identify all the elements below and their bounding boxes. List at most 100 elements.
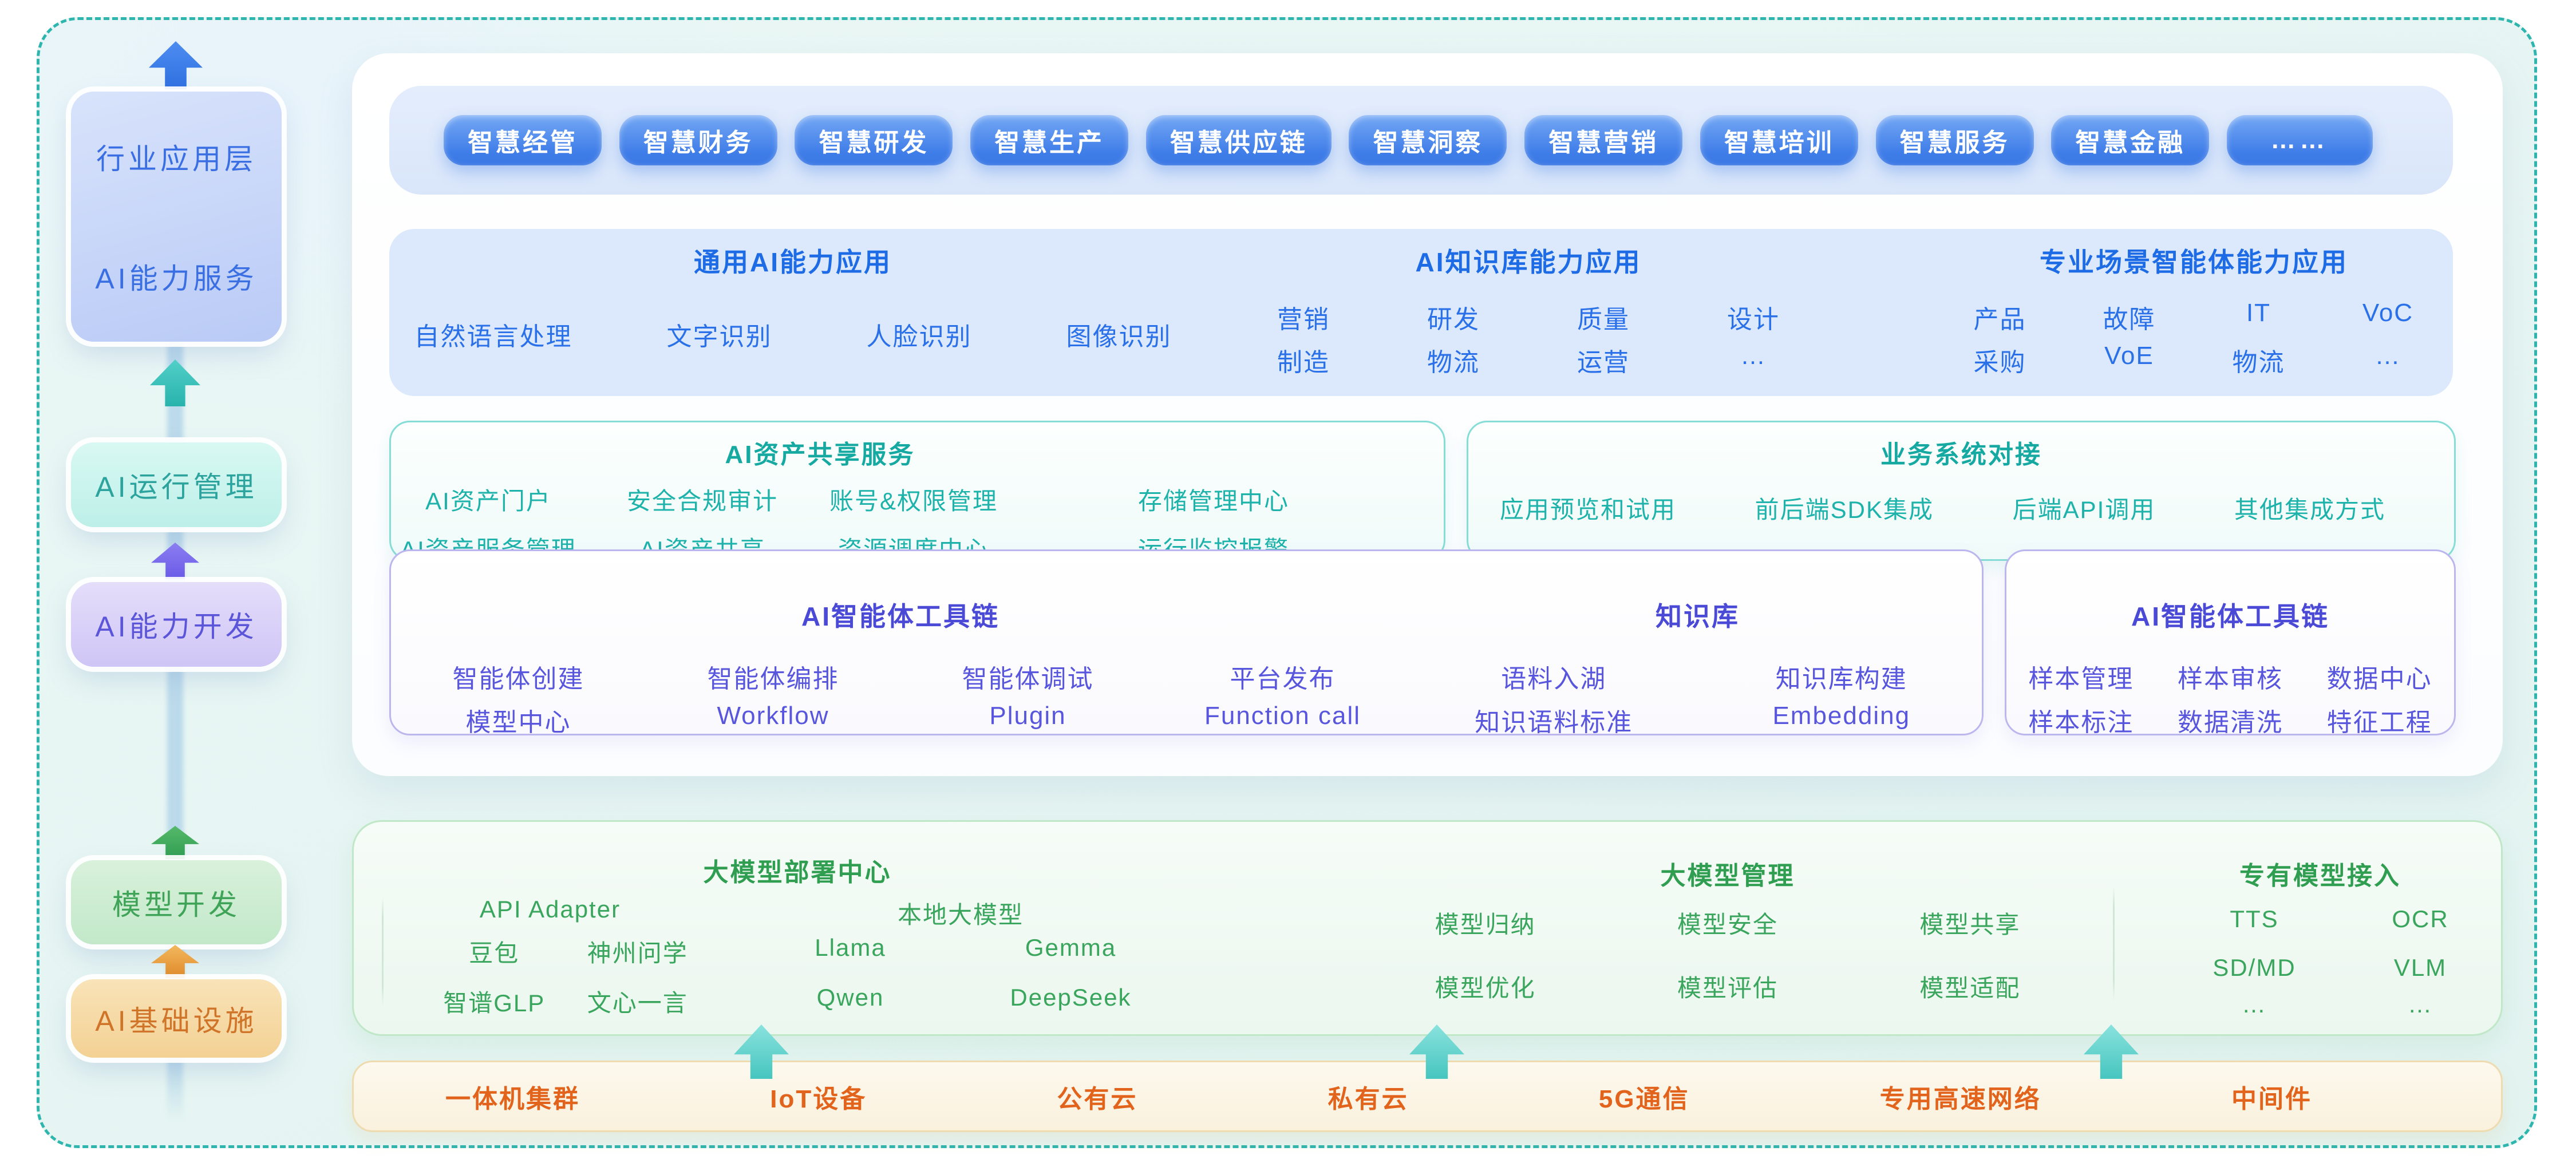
industry-app-pills-strip: 智慧经管 智慧财务 智慧研发 智慧生产 智慧供应链 智慧洞察 智慧营销 智慧培训 智慧服务 智慧金… <box>389 86 2453 195</box>
group-title: 专业场景智能体能力应用 <box>2040 247 2348 277</box>
model-item: TTS <box>2230 905 2279 932</box>
model-item: SD/MD <box>2212 954 2296 981</box>
group-items: 语料入湖 知识库构建 <box>1410 658 1985 695</box>
group-items: …… <box>2137 991 2503 1018</box>
capability-item: … <box>1740 342 1767 370</box>
industry-app-pill: 智慧洞察 <box>1349 115 1507 165</box>
integration-item: 应用预览和试用 <box>1500 496 1677 523</box>
industry-app-pill: 智慧研发 <box>795 115 953 165</box>
model-item: OCR <box>2392 905 2449 932</box>
agent-toolchain-panel: AI智能体工具链 智能体创建 智能体编排 智能体调试 平台发布 模型中心 Workflo… <box>389 549 1985 738</box>
capability-item: 设计 <box>1727 306 1780 334</box>
toolchain-item: 智能体编排 <box>707 665 839 693</box>
data-toolchain-item: 样本标注 <box>2028 709 2134 737</box>
divider <box>2113 886 2115 1000</box>
group-title: 知识库 <box>1656 602 1740 631</box>
data-toolchain-item: 数据清洗 <box>2178 709 2283 737</box>
data-toolchain-item: 特征工程 <box>2326 709 2432 737</box>
sidebar-layer-ai-dev: AI能力开发 <box>71 582 282 667</box>
model-item: VLM <box>2393 954 2447 981</box>
group-model-deploy-center: 大模型部署中心 API Adapter 豆包 神州问学 智谱GLP 文心一言 本地大… <box>391 822 1278 1034</box>
integration-item: 其他集成方式 <box>2234 496 2385 523</box>
large-model-panel: 大模型部署中心 API Adapter 豆包 神州问学 智谱GLP 文心一言 本地大… <box>352 820 2503 1036</box>
asset-item: AI资产门户 <box>425 488 551 515</box>
group-title: 通用AI能力应用 <box>694 247 892 277</box>
divider <box>382 897 384 1006</box>
layer-label: 模型开发 <box>112 888 240 921</box>
group-title: AI智能体工具链 <box>801 602 999 631</box>
group-title: 专有模型接入 <box>2239 862 2401 890</box>
industry-app-pill: 智慧金融 <box>2051 115 2210 165</box>
asset-item: 账号&权限管理 <box>829 488 998 515</box>
infrastructure-item: 5G通信 <box>1598 1085 1690 1113</box>
asset-item: 存储管理中心 <box>1137 488 1289 515</box>
layer-label: AI能力服务 <box>95 263 258 295</box>
group-items: 知识语料标准 Embedding <box>1410 702 1985 738</box>
industry-app-pill: 智慧经管 <box>444 115 602 165</box>
group-knowledge-base: 知识库 语料入湖 知识库构建 知识语料标准 Embedding <box>1410 551 1985 737</box>
capability-item: 质量 <box>1577 306 1630 334</box>
infrastructure-item: 中间件 <box>2231 1085 2312 1113</box>
data-toolchain-item: 数据中心 <box>2326 665 2432 693</box>
industry-app-pill: 智慧服务 <box>1875 115 2034 165</box>
panel-title: AI资产共享服务 <box>725 441 915 469</box>
industry-app-pill: …… <box>2226 115 2373 165</box>
integration-item: 前后端SDK集成 <box>1755 496 1934 523</box>
group-items: 采购 VoE 物流… <box>1935 342 2453 378</box>
knowledge-item: 知识库构建 <box>1775 665 1907 693</box>
model-item: … <box>2408 991 2433 1018</box>
capability-item: 自然语言处理 <box>414 323 572 351</box>
data-toolchain-item: 样本管理 <box>2028 665 2134 693</box>
group-items: SD/MD VLM <box>2137 954 2503 982</box>
capability-item: 人脸识别 <box>866 323 972 351</box>
sidebar-layer-industry-app: 行业应用层 AI能力服务 <box>71 92 282 342</box>
knowledge-item: Embedding <box>1772 702 1911 730</box>
capability-item: 产品 <box>1973 306 2026 334</box>
panel-items: 样本管理 样本审核 数据中心 <box>2006 658 2454 695</box>
group-items: 自然语言处理 文字识别 人脸识别 图像识别 <box>389 316 1196 353</box>
toolchain-item: 智能体创建 <box>452 665 584 693</box>
capability-item: 运营 <box>1577 349 1630 377</box>
toolchain-item: Workflow <box>717 702 829 730</box>
panel-title: 业务系统对接 <box>1880 441 2042 469</box>
group-title: 大模型管理 <box>1660 862 1795 890</box>
sidebar-layer-model-dev: 模型开发 <box>71 860 282 944</box>
group-dedicated-model-access: 专有模型接入 TTS OCR SD/MD VLM …… <box>2137 822 2503 1034</box>
subgroup-items: 豆包 神州问学 <box>391 934 709 969</box>
model-item: 神州问学 <box>587 940 688 967</box>
model-item: Gemma <box>1025 934 1117 961</box>
subgroup-api-adapter: API Adapter 豆包 神州问学 智谱GLP 文心一言 <box>391 822 709 1034</box>
model-item: DeepSeek <box>1010 984 1132 1011</box>
group-items: 模型中心 Workflow Plugin Function call <box>391 702 1410 738</box>
model-item: 智谱GLP <box>443 990 546 1016</box>
model-item: 模型安全 <box>1677 911 1778 938</box>
subgroup-label: 本地大模型 <box>897 901 1024 928</box>
industry-app-pill: 智慧财务 <box>619 115 777 165</box>
knowledge-item: 语料入湖 <box>1501 665 1607 693</box>
toolchain-item: Function call <box>1204 702 1361 730</box>
industry-app-pill: 智慧营销 <box>1524 115 1683 165</box>
layer-label: AI能力开发 <box>95 611 258 643</box>
capability-item: VoC <box>2362 299 2414 327</box>
capability-item: 研发 <box>1427 306 1480 334</box>
group-items: 产品 故障 IT VoC <box>1935 299 2453 335</box>
asset-sharing-panel: AI资产共享服务 AI资产门户AI资产服务管理 安全合规审计AI资产共享 账号&… <box>389 421 1445 563</box>
capability-item: 图像识别 <box>1066 323 1172 351</box>
layer-label: AI基础设施 <box>95 1004 258 1037</box>
group-title: AI知识库能力应用 <box>1415 247 1642 277</box>
toolchain-item: 智能体调试 <box>962 665 1094 693</box>
model-item: 文心一言 <box>587 990 688 1016</box>
capability-item: 文字识别 <box>666 323 772 351</box>
model-item: Llama <box>815 934 886 961</box>
subgroup-items: Qwen DeepSeek <box>740 984 1181 1011</box>
knowledge-item: 知识语料标准 <box>1475 709 1633 737</box>
capability-item: 营销 <box>1277 306 1330 334</box>
subgroup-local-models: 本地大模型 Llama Gemma Qwen DeepSeek <box>740 822 1181 1034</box>
toolchain-item: 模型中心 <box>465 709 571 737</box>
model-item: 模型评估 <box>1677 975 1778 1002</box>
model-item: 豆包 <box>469 940 520 967</box>
panel-items: 样本标注 数据清洗 特征工程 <box>2006 702 2454 738</box>
model-item: 模型共享 <box>1919 911 2021 938</box>
group-items: 模型归纳 模型安全 模型共享 <box>1364 905 2091 940</box>
